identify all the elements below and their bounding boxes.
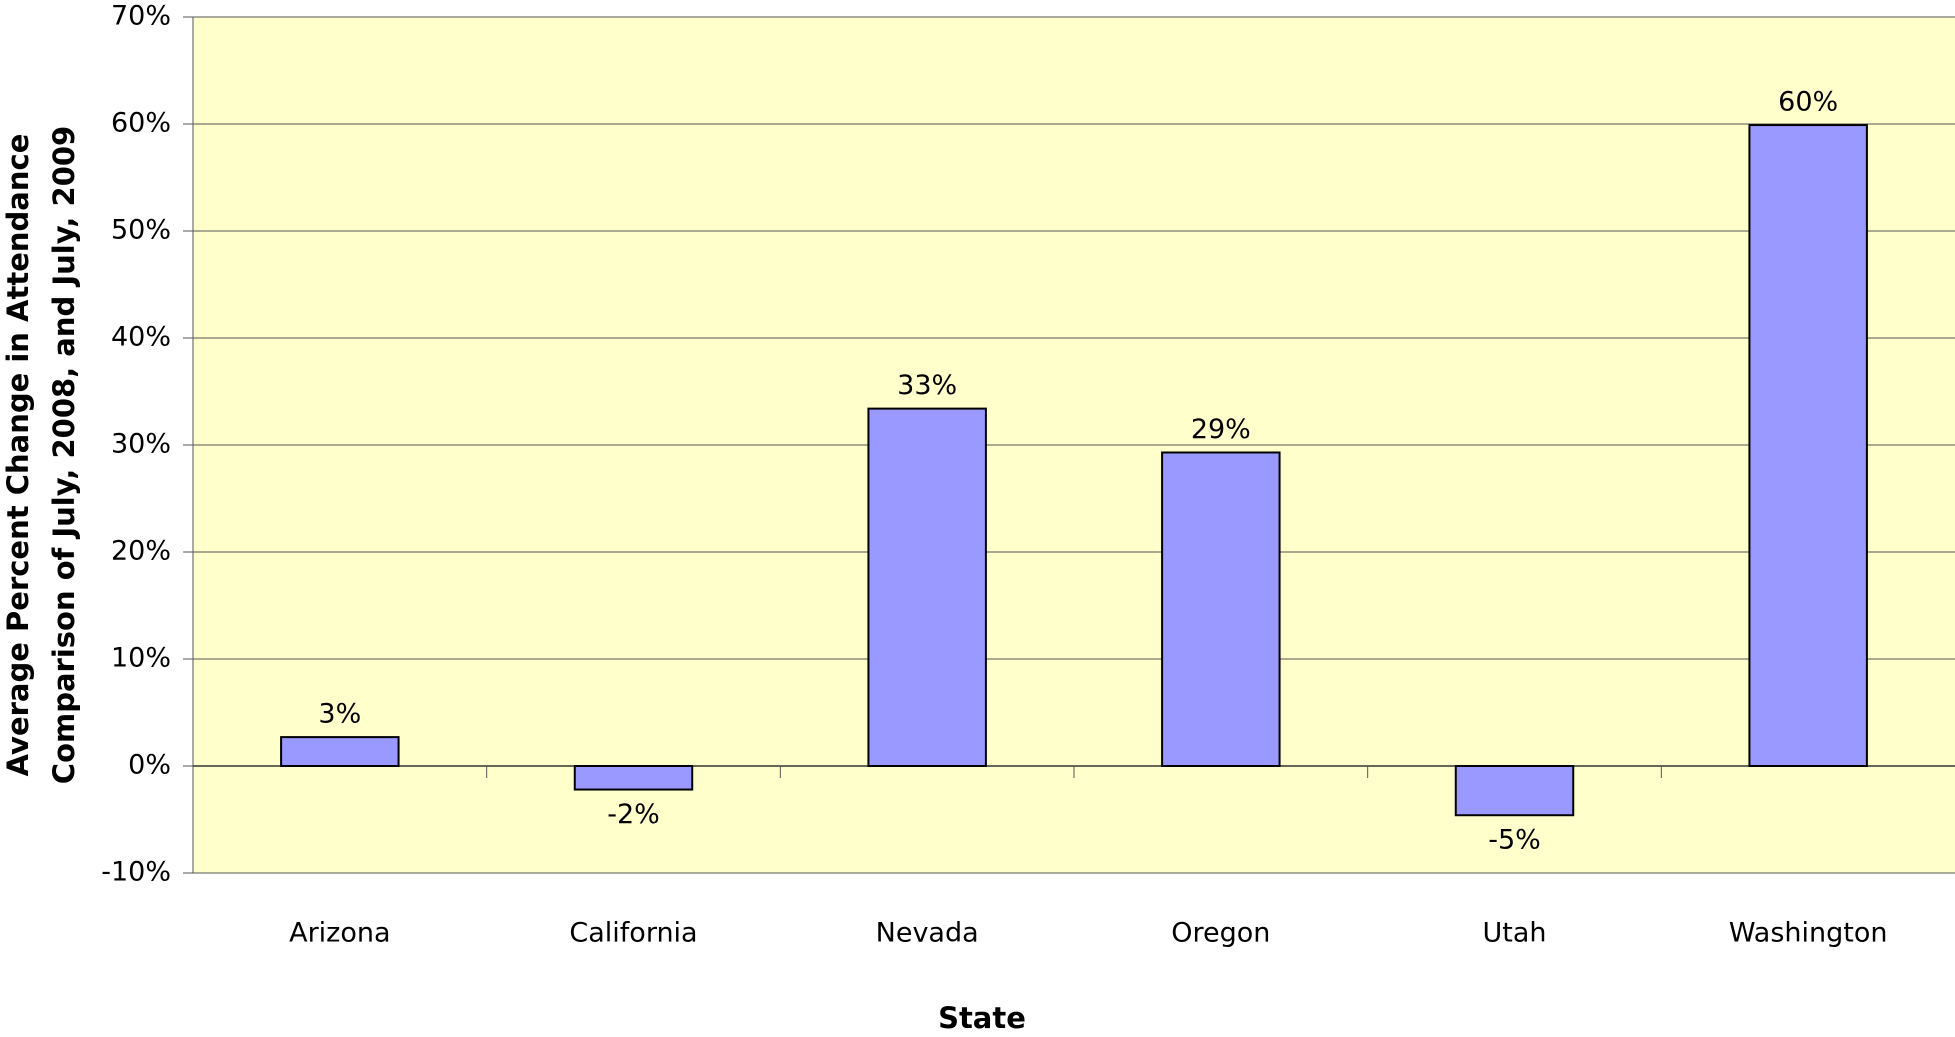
bar [1748,124,1868,767]
data-label: -5% [1488,825,1541,856]
x-axis-title: State [938,1001,1026,1035]
data-label: 33% [897,370,957,401]
y-tick-label: -10% [101,857,171,888]
x-tick-label: Utah [1482,918,1546,949]
x-tick-label: California [569,918,697,949]
y-tick-label: 50% [111,215,171,246]
x-tick-label: Arizona [289,918,390,949]
y-axis-title: Average Percent Change in Attendance [1,134,35,777]
y-axis-title: Comparison of July, 2008, and July, 2009 [47,126,81,784]
x-tick-label: Nevada [876,918,979,949]
y-tick-label: 0% [128,750,171,781]
bar [867,407,987,767]
data-label: -2% [607,799,660,830]
y-tick-label: 60% [111,108,171,139]
data-label: 29% [1191,414,1251,445]
bar [1454,765,1575,817]
y-tick-label: 10% [111,643,171,674]
bar [1161,451,1281,767]
x-tick-label: Washington [1729,918,1888,949]
bar [573,765,694,791]
data-label: 60% [1778,87,1838,118]
bar [280,736,400,767]
y-tick-label: 70% [111,1,171,32]
x-tick-label: Oregon [1171,918,1270,949]
y-tick-label: 30% [111,429,171,460]
data-label: 3% [318,699,361,730]
y-tick-label: 20% [111,536,171,567]
y-tick-label: 40% [111,322,171,353]
